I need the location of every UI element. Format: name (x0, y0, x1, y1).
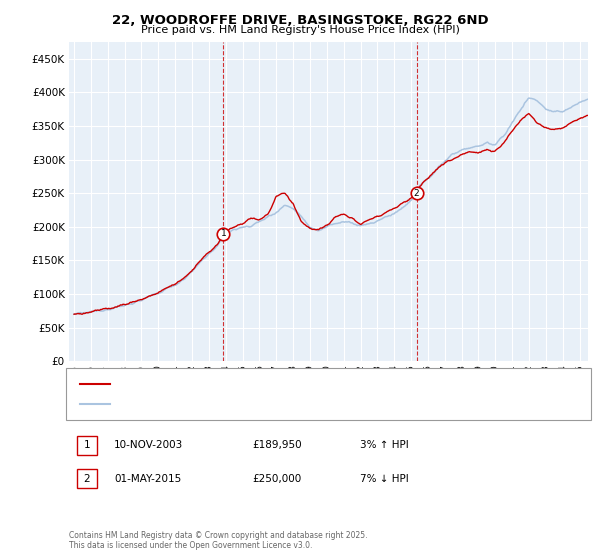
Text: £250,000: £250,000 (252, 474, 301, 484)
Text: £189,950: £189,950 (252, 440, 302, 450)
Text: Contains HM Land Registry data © Crown copyright and database right 2025.
This d: Contains HM Land Registry data © Crown c… (69, 530, 367, 550)
Text: 2: 2 (83, 474, 91, 484)
Text: 3% ↑ HPI: 3% ↑ HPI (360, 440, 409, 450)
Text: 2: 2 (414, 189, 419, 198)
Text: 7% ↓ HPI: 7% ↓ HPI (360, 474, 409, 484)
Text: 1: 1 (220, 229, 226, 238)
Text: 1: 1 (83, 440, 91, 450)
Text: 10-NOV-2003: 10-NOV-2003 (114, 440, 183, 450)
Text: 22, WOODROFFE DRIVE, BASINGSTOKE, RG22 6ND: 22, WOODROFFE DRIVE, BASINGSTOKE, RG22 6… (112, 14, 488, 27)
Text: HPI: Average price, semi-detached house, Basingstoke and Deane: HPI: Average price, semi-detached house,… (117, 400, 403, 409)
Text: 01-MAY-2015: 01-MAY-2015 (114, 474, 181, 484)
Text: 22, WOODROFFE DRIVE, BASINGSTOKE, RG22 6ND (semi-detached house): 22, WOODROFFE DRIVE, BASINGSTOKE, RG22 6… (117, 380, 440, 389)
Text: Price paid vs. HM Land Registry's House Price Index (HPI): Price paid vs. HM Land Registry's House … (140, 25, 460, 35)
